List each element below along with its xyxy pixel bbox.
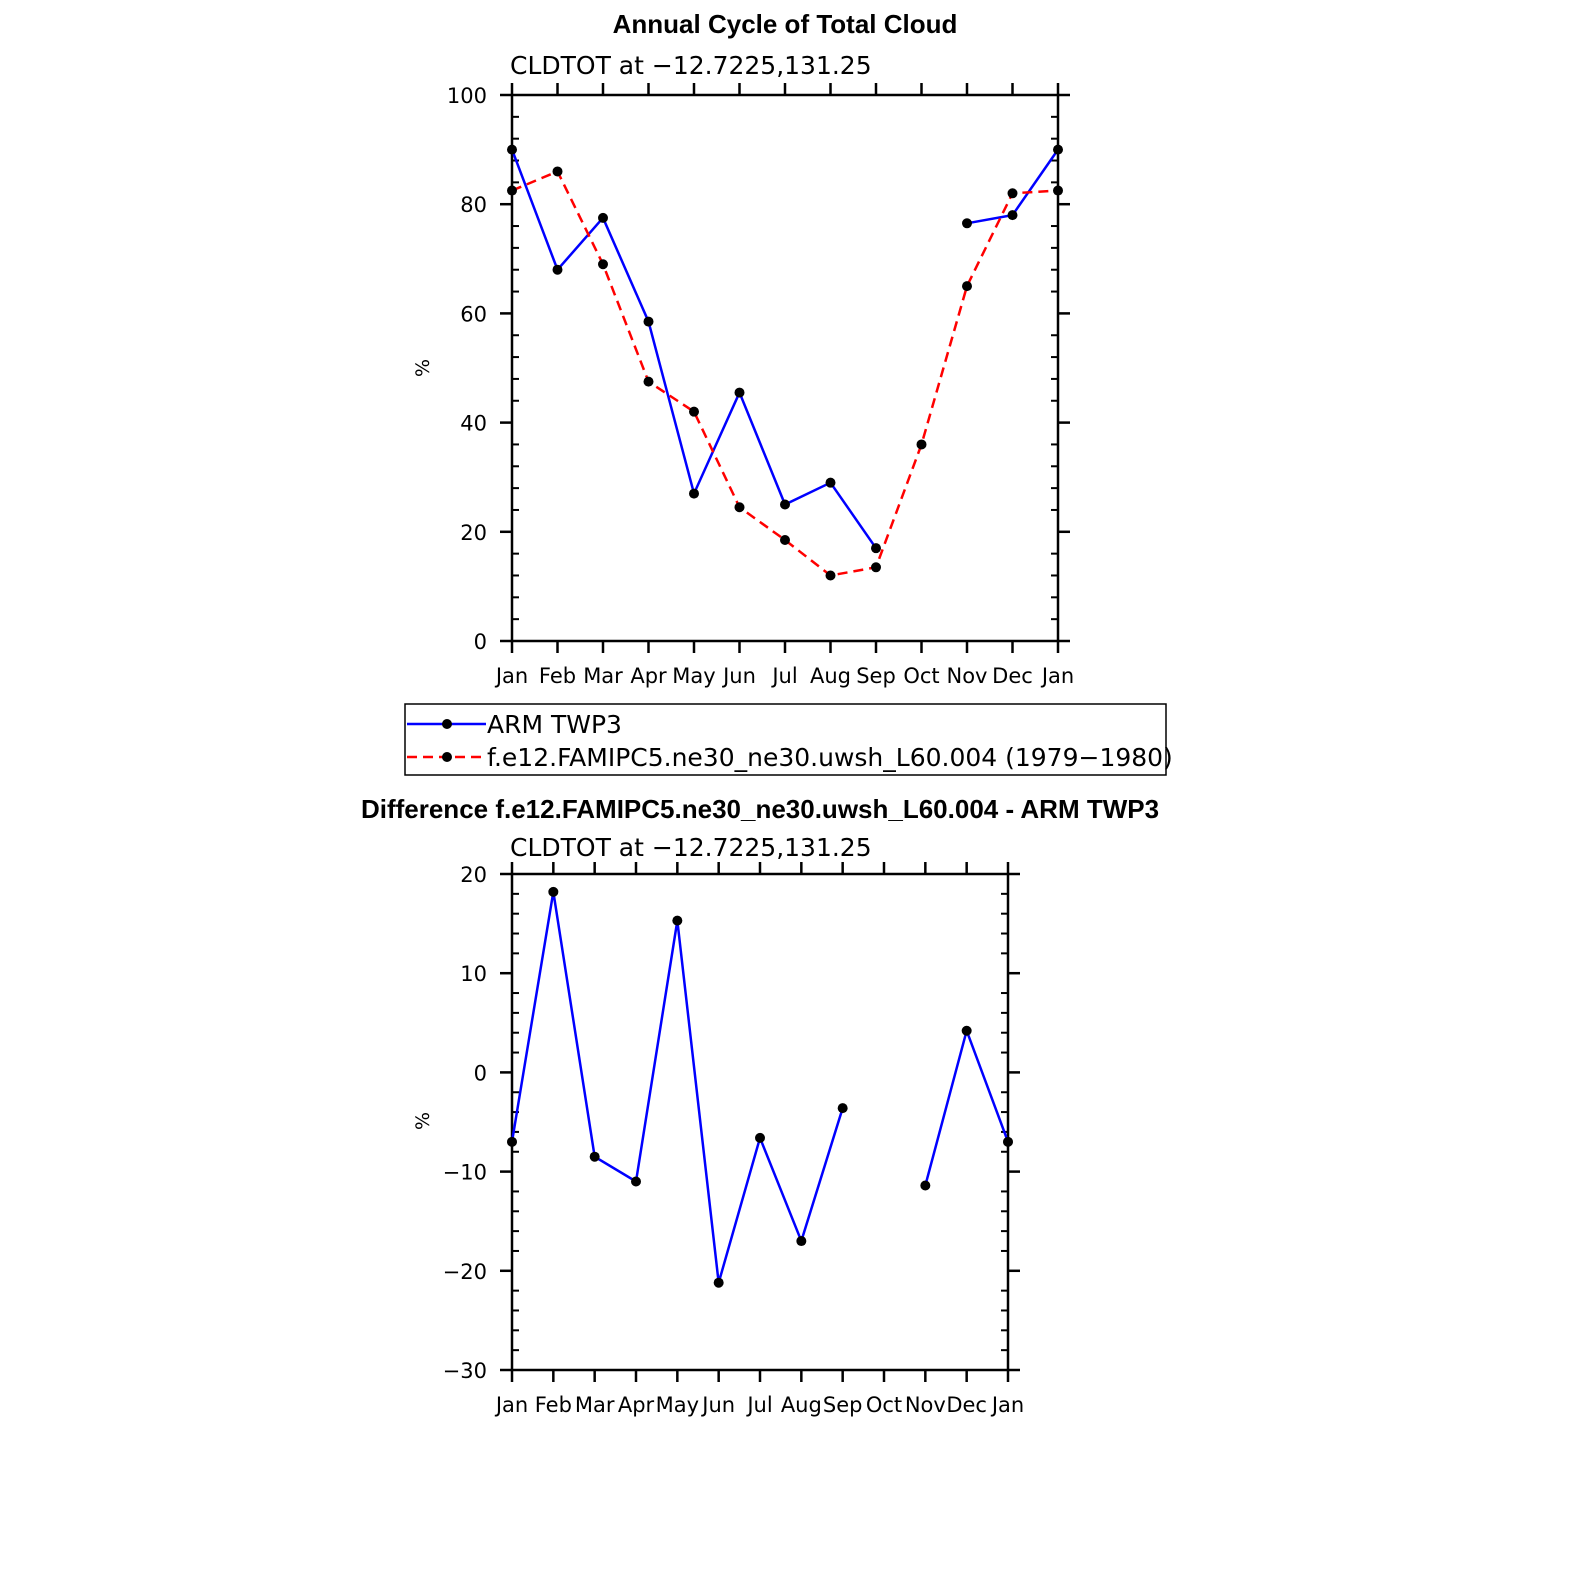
bottom-y-tick-label: −30 [443, 1359, 487, 1383]
top-series-0-point [1007, 210, 1018, 221]
top-series-1-point [1053, 185, 1063, 196]
bottom-x-tick-label: Aug [781, 1393, 822, 1417]
top-plot-area: 0 20 40 60 80 100 Jan Feb Mar Apr May Jun Jul Aug Sep O… [447, 83, 1074, 688]
bottom-x-tick-label: Oct [866, 1393, 902, 1417]
bottom-series-0-point [589, 1151, 600, 1162]
bottom-x-tick-label: Jan [990, 1393, 1024, 1417]
top-y-tick-label: 0 [474, 630, 487, 654]
bottom-series-0-point [1003, 1136, 1013, 1147]
bottom-x-tick-label: Nov [905, 1393, 946, 1417]
top-x-tick-label: Oct [903, 664, 939, 688]
top-series-1-point [689, 406, 699, 417]
top-x-tick-label: Aug [810, 664, 851, 688]
top-series-0-point [1053, 144, 1063, 155]
top-series-1-point [507, 185, 517, 196]
top-series-1-point [825, 570, 836, 581]
bottom-chart-subtitle: CLDTOT at −12.7225,131.25 [510, 833, 872, 862]
top-series-1-line [511, 169, 1059, 577]
top-series-1-point [552, 166, 563, 177]
top-x-tick-label: Dec [992, 664, 1033, 688]
bottom-series-0-point [631, 1176, 641, 1187]
bottom-series-0-line [510, 891, 844, 1284]
top-plot-frame [510, 93, 1060, 643]
top-chart-subtitle: CLDTOT at −12.7225,131.25 [510, 51, 872, 80]
bottom-series-0-point [507, 1136, 517, 1147]
bottom-series-0-point [672, 915, 683, 926]
bottom-x-tick-label: Feb [535, 1393, 572, 1417]
legend-box [404, 703, 1167, 776]
bottom-series-0-point [920, 1180, 931, 1191]
bottom-series-0-point [755, 1132, 765, 1143]
top-series-0-point [689, 488, 699, 499]
top-series-0-point [643, 316, 654, 327]
top-series-0-point [962, 218, 972, 229]
top-x-tick-label: Apr [630, 664, 667, 688]
top-series-1-point [598, 259, 608, 270]
top-series-0-point [598, 212, 608, 223]
bottom-y-tick-label: −20 [443, 1260, 487, 1284]
top-x-tick-label: Jan [1040, 664, 1074, 688]
top-y-tick-label: 20 [460, 521, 487, 545]
bottom-chart-title: Difference f.e12.FAMIPC5.ne30_ne30.uwsh_… [361, 794, 1159, 824]
bottom-plot-frame [510, 872, 1010, 1372]
legend-marker-arm [442, 719, 452, 729]
legend-marker-model [442, 752, 452, 762]
top-series-1-point [1007, 188, 1018, 199]
top-series-1-point [962, 281, 972, 292]
top-series-1-point [871, 562, 881, 573]
top-series-0-point [734, 387, 745, 398]
bottom-x-tick-label: Dec [946, 1393, 987, 1417]
bottom-y-tick-label: 0 [474, 1061, 487, 1085]
top-x-tick-label: Feb [539, 664, 576, 688]
top-series-0-point [552, 264, 563, 275]
top-series-1-point [916, 439, 927, 450]
bottom-series-0-point [837, 1103, 848, 1114]
top-y-tick-label: 80 [460, 193, 487, 217]
top-series-1-point [780, 534, 790, 545]
top-x-tick-label: Sep [856, 664, 896, 688]
top-x-tick-label: May [672, 664, 715, 688]
top-y-tick-label: 40 [460, 412, 487, 436]
top-y-axis-label: % [412, 359, 434, 377]
top-x-tick-label: Nov [947, 664, 988, 688]
bottom-x-tick-label: Apr [618, 1393, 655, 1417]
top-series-0-point [825, 477, 836, 488]
top-y-tick-label: 60 [460, 302, 487, 326]
bottom-series-0-point [961, 1025, 972, 1036]
bottom-series-0-point [796, 1236, 807, 1247]
bottom-y-tick-label: −10 [443, 1161, 487, 1185]
bottom-x-tick-label: Jun [700, 1393, 735, 1417]
bottom-plot-area: −30 −20 −10 0 10 20 Jan Feb Mar Apr May Jun Jul Aug Se… [443, 862, 1024, 1417]
bottom-x-tick-label: May [656, 1393, 699, 1417]
bottom-series-0-point [548, 886, 559, 897]
top-x-tick-label: Jul [770, 664, 797, 688]
bottom-y-tick-label: 20 [460, 863, 487, 887]
legend-label-model: f.e12.FAMIPC5.ne30_ne30.uwsh_L60.004 (19… [487, 743, 1173, 772]
bottom-series-0-line [924, 1026, 1010, 1186]
bottom-x-tick-label: Jul [745, 1393, 772, 1417]
top-series-0-point [507, 144, 517, 155]
top-x-tick-label: Jan [494, 664, 528, 688]
top-y-tick-label: 100 [447, 84, 487, 108]
top-x-tick-label: Mar [583, 664, 623, 688]
top-series-0-point [780, 499, 790, 510]
bottom-series-0-point [713, 1277, 724, 1288]
top-series-1-point [734, 502, 745, 513]
bottom-x-tick-label: Sep [823, 1393, 863, 1417]
top-series-1-point [643, 376, 654, 387]
bottom-y-axis-label: % [412, 1112, 434, 1130]
top-series-0-line [510, 149, 878, 549]
top-x-tick-label: Jun [721, 664, 756, 688]
top-chart-title: Annual Cycle of Total Cloud [613, 9, 958, 39]
legend-label-arm: ARM TWP3 [487, 710, 622, 739]
bottom-y-tick-label: 10 [460, 962, 487, 986]
legend: ARM TWP3 f.e12.FAMIPC5.ne30_ne30.uwsh_L6… [404, 703, 1173, 776]
bottom-x-tick-label: Jan [494, 1393, 528, 1417]
top-series-0-point [871, 543, 881, 554]
bottom-x-tick-label: Mar [575, 1393, 615, 1417]
